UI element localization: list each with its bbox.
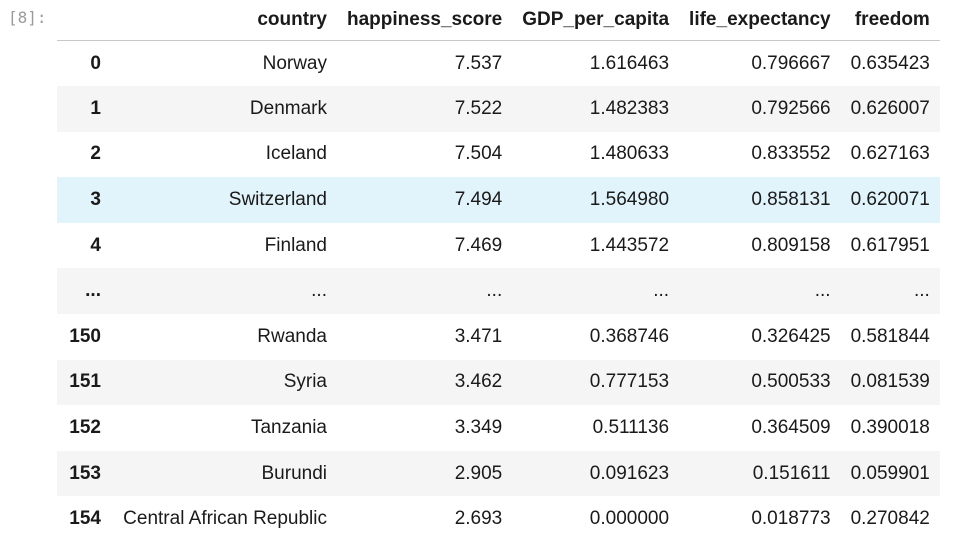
- cell-gdp-per-capita: 1.480633: [589, 143, 670, 165]
- cell-happiness-score: 3.349: [454, 417, 503, 439]
- cell-gdp-per-capita: 1.616463: [589, 52, 670, 74]
- table-body: 0 Norway 7.537 1.616463 0.796667 0.635423 1 Den…: [57, 41, 940, 543]
- row-index: 4: [90, 234, 101, 256]
- cell-life-expectancy: 0.792566: [751, 97, 831, 119]
- cell-country: Tanzania: [250, 417, 327, 439]
- cell-happiness-score: 7.522: [454, 97, 503, 119]
- cell-gdp-per-capita: 1.564980: [589, 189, 670, 211]
- cell-country: Iceland: [265, 143, 327, 165]
- table-row: 152 Tanzania 3.349 0.511136 0.364509 0.390018: [57, 405, 940, 451]
- cell-freedom: 0.581844: [850, 325, 930, 347]
- cell-life-expectancy: 0.500533: [751, 371, 831, 393]
- dataframe-output: country happiness_score GDP_per_capita l…: [57, 0, 940, 542]
- cell-country: ...: [311, 280, 327, 302]
- cell-freedom: ...: [913, 280, 930, 302]
- cell-freedom: 0.081539: [850, 371, 930, 393]
- cell-country: Rwanda: [257, 325, 327, 347]
- cell-country: Norway: [262, 52, 327, 74]
- row-index: 2: [90, 143, 101, 165]
- cell-gdp-per-capita: 0.368746: [589, 325, 670, 347]
- row-index: 3: [90, 189, 101, 211]
- cell-happiness-score: 3.471: [454, 325, 503, 347]
- table-row: 4 Finland 7.469 1.443572 0.809158 0.617951: [57, 223, 940, 269]
- table-row: 2 Iceland 7.504 1.480633 0.833552 0.627163: [57, 132, 940, 178]
- cell-country: Burundi: [261, 462, 328, 484]
- header-row: country happiness_score GDP_per_capita l…: [57, 0, 940, 41]
- cell-life-expectancy: 0.018773: [751, 508, 831, 530]
- cell-gdp-per-capita: 1.482383: [589, 97, 670, 119]
- cell-life-expectancy: 0.858131: [751, 189, 831, 211]
- table-row: 151 Syria 3.462 0.777153 0.500533 0.081539: [57, 359, 940, 406]
- header-happiness-score: happiness_score: [337, 0, 513, 41]
- table-row: 1 Denmark 7.522 1.482383 0.792566 0.626007: [57, 86, 940, 132]
- cell-happiness-score: 7.504: [454, 143, 503, 165]
- cell-happiness-score: 7.494: [454, 189, 503, 211]
- header-gdp-per-capita: GDP_per_capita: [512, 0, 680, 41]
- cell-gdp-per-capita: 1.443572: [589, 234, 670, 256]
- cell-gdp-per-capita: ...: [653, 280, 670, 302]
- row-index: 150: [69, 325, 101, 347]
- cell-prompt: [8]:: [8, 8, 47, 27]
- cell-freedom: 0.390018: [850, 417, 930, 439]
- cell-gdp-per-capita: 0.511136: [592, 417, 670, 439]
- cell-country: Finland: [264, 234, 327, 256]
- cell-gdp-per-capita: 0.000000: [589, 508, 670, 530]
- cell-country: Central African Republic: [123, 508, 327, 530]
- row-index: ...: [85, 280, 101, 302]
- cell-life-expectancy: 0.326425: [751, 325, 831, 347]
- cell-freedom: 0.626007: [850, 97, 930, 119]
- cell-life-expectancy: 0.809158: [751, 234, 831, 256]
- cell-country: Switzerland: [228, 189, 327, 211]
- cell-life-expectancy: 0.796667: [751, 52, 831, 74]
- table-row: ..................: [57, 268, 940, 315]
- header-life-expectancy: life_expectancy: [679, 0, 841, 41]
- header-country: country: [111, 0, 337, 41]
- row-index: 151: [69, 371, 101, 393]
- table-row: 3 Switzerland 7.494 1.564980 0.858131 0.62007…: [57, 177, 940, 223]
- table-row: 154 Central African Republic 2.693 0.000000…: [57, 496, 940, 542]
- row-index: 153: [69, 462, 101, 484]
- cell-life-expectancy: 0.833552: [751, 143, 831, 165]
- cell-happiness-score: 7.537: [454, 52, 503, 74]
- cell-life-expectancy: 0.151611: [752, 462, 831, 484]
- cell-freedom: 0.620071: [850, 189, 930, 211]
- cell-life-expectancy: ...: [814, 280, 831, 302]
- cell-life-expectancy: 0.364509: [751, 417, 831, 439]
- row-index: 152: [69, 417, 101, 439]
- header-freedom: freedom: [840, 0, 940, 41]
- table-row: 0 Norway 7.537 1.616463 0.796667 0.635423: [57, 41, 940, 87]
- cell-happiness-score: 7.469: [454, 234, 503, 256]
- cell-happiness-score: 2.693: [454, 508, 503, 530]
- table-row: 150 Rwanda 3.471 0.368746 0.326425 0.581844: [57, 314, 940, 360]
- cell-happiness-score: ...: [486, 280, 503, 302]
- row-index: 0: [90, 52, 101, 74]
- cell-freedom: 0.627163: [850, 143, 930, 165]
- cell-freedom: 0.635423: [850, 52, 930, 74]
- cell-country: Denmark: [249, 97, 327, 119]
- cell-gdp-per-capita: 0.777153: [589, 371, 670, 393]
- cell-gdp-per-capita: 0.091623: [589, 462, 670, 484]
- row-index: 1: [90, 97, 101, 119]
- row-index: 154: [69, 508, 101, 530]
- dataframe-table: country happiness_score GDP_per_capita l…: [57, 0, 940, 542]
- cell-freedom: 0.059901: [850, 462, 930, 484]
- cell-country: Syria: [283, 371, 327, 393]
- header-index: [57, 0, 111, 41]
- cell-happiness-score: 2.905: [454, 462, 503, 484]
- cell-happiness-score: 3.462: [454, 371, 503, 393]
- cell-freedom: 0.617951: [850, 234, 930, 256]
- table-header: country happiness_score GDP_per_capita l…: [57, 0, 940, 41]
- cell-freedom: 0.270842: [850, 508, 930, 530]
- table-row: 153 Burundi 2.905 0.091623 0.151611 0.059901: [57, 450, 940, 497]
